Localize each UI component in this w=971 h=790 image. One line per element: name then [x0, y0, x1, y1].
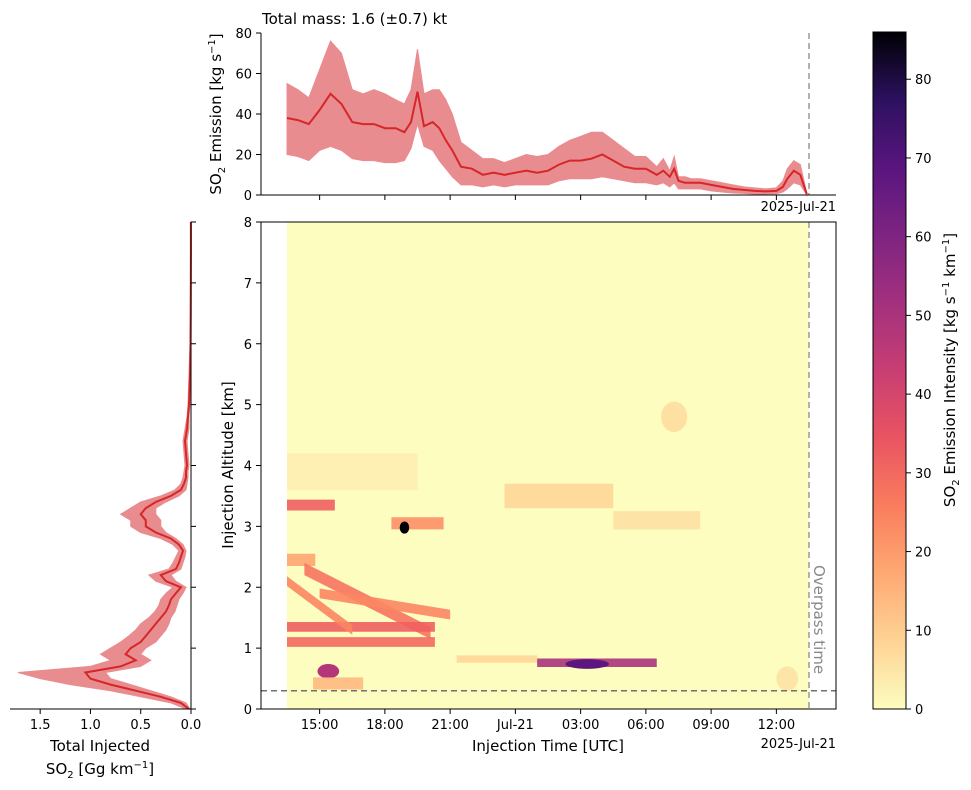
left-x-tick-label: 1.5 — [30, 718, 51, 733]
top-panel-title: Total mass: 1.6 (±0.7) kt — [261, 10, 447, 28]
heatmap-hotspot — [317, 663, 340, 679]
top-date-label: 2025-Jul-21 — [761, 200, 836, 215]
top-emission-line — [286, 91, 808, 195]
main-x-tick-label: 12:00 — [758, 718, 795, 733]
top-y-tick-label: 60 — [235, 68, 252, 83]
top-plot-area — [286, 33, 810, 197]
colorbar: 0 10 20 30 40 50 60 70 80 SO2 Emission Intensity… — [872, 31, 962, 718]
colorbar-tick-label: 30 — [915, 467, 932, 482]
main-x-axis-label: Injection Time [UTC] — [472, 737, 624, 755]
left-ticks: 1.5 1.0 0.5 0.0 — [30, 221, 202, 733]
main-y-tick-label: 3 — [244, 520, 252, 535]
heatmap-area: Overpass time — [261, 222, 836, 709]
heatmap-feature — [287, 576, 353, 635]
colorbar-ticks: 0 10 20 30 40 50 60 70 80 — [906, 73, 932, 718]
top-x-ticks — [319, 195, 777, 200]
top-y-tick-label: 40 — [235, 108, 252, 123]
left-x-tick-label: 1.0 — [80, 718, 101, 733]
overpass-time-label: Overpass time — [810, 565, 828, 674]
main-x-tick-label: 03:00 — [562, 718, 599, 733]
colorbar-tick-label: 70 — [915, 152, 932, 167]
heatmap-feature — [313, 677, 364, 690]
main-y-tick-label: 4 — [244, 460, 252, 475]
main-heatmap-panel: Overpass time 0 1 2 3 4 5 6 7 8 15:00 18:00 21:00 J… — [219, 216, 837, 755]
colorbar-label: SO2 Emission Intensity [kg s−1 km−1] — [941, 233, 962, 507]
heatmap-feature — [287, 621, 435, 632]
top-y-tick-label: 20 — [235, 149, 252, 164]
colorbar-tick-label: 50 — [915, 309, 932, 324]
colorbar-tick-label: 20 — [915, 546, 932, 561]
heatmap-feature — [504, 483, 614, 509]
heatmap-feature — [287, 637, 435, 647]
heatmap-cells — [287, 222, 809, 709]
heatmap-feature — [391, 517, 444, 530]
colorbar-tick-label: 0 — [915, 703, 923, 718]
left-uncertainty-band — [17, 221, 192, 710]
heatmap-feature — [287, 453, 418, 490]
colorbar-tick-label: 80 — [915, 73, 932, 88]
left-profile-panel: 1.5 1.0 0.5 0.0 Total Injected SO2 [Gg km−1… — [10, 221, 202, 781]
left-profile-line — [83, 222, 192, 710]
main-y-ticks: 0 1 2 3 4 5 6 7 8 — [244, 216, 261, 718]
main-x-tick-label: 09:00 — [692, 718, 729, 733]
main-x-tick-label: 06:00 — [627, 718, 664, 733]
main-date-label: 2025-Jul-21 — [761, 737, 836, 752]
heatmap-hotspot — [565, 659, 609, 669]
colorbar-tick-label: 60 — [915, 231, 932, 246]
main-y-tick-label: 8 — [244, 216, 252, 231]
main-y-tick-label: 0 — [244, 703, 252, 718]
main-y-tick-label: 7 — [244, 277, 252, 292]
colorbar-gradient — [872, 31, 907, 710]
main-y-tick-label: 5 — [244, 399, 252, 414]
heatmap-feature — [613, 511, 701, 530]
top-y-tick-label: 80 — [235, 27, 252, 42]
main-y-tick-label: 1 — [244, 642, 252, 657]
top-y-tick-label: 0 — [244, 189, 252, 204]
top-emission-panel: Total mass: 1.6 (±0.7) kt 0 20 40 60 80 2025… — [207, 10, 836, 215]
left-plot-area — [17, 221, 192, 710]
left-x-axis-label-line1: Total Injected — [49, 737, 150, 755]
heatmap-hotspot — [776, 666, 799, 691]
left-x-axis-label-line2: SO2 [Gg km−1] — [46, 760, 154, 781]
top-y-ticks: 0 20 40 60 80 — [235, 27, 261, 204]
main-x-tick-label: 18:00 — [366, 718, 403, 733]
main-y-axis-label: Injection Altitude [km] — [219, 381, 237, 548]
heatmap-feature — [287, 499, 335, 511]
main-x-tick-label: 15:00 — [301, 718, 338, 733]
main-x-ticks: 15:00 18:00 21:00 Jul-21 03:00 06:00 09:00 12:0… — [301, 709, 795, 733]
heatmap-feature — [287, 553, 316, 566]
heatmap-feature — [319, 588, 451, 620]
heatmap-hotspot — [661, 401, 688, 433]
left-x-tick-label: 0.5 — [130, 718, 151, 733]
heatmap-hotspot — [399, 521, 410, 534]
top-y-axis-label: SO2 Emission [kg s−1] — [207, 33, 228, 194]
main-x-tick-label: Jul-21 — [496, 718, 534, 733]
main-y-tick-label: 6 — [244, 338, 252, 353]
left-x-tick-label: 0.0 — [181, 718, 202, 733]
colorbar-tick-label: 40 — [915, 388, 932, 403]
main-y-tick-label: 2 — [244, 581, 252, 596]
colorbar-tick-label: 10 — [915, 624, 932, 639]
heatmap-feature — [456, 655, 538, 663]
main-x-tick-label: 21:00 — [431, 718, 468, 733]
